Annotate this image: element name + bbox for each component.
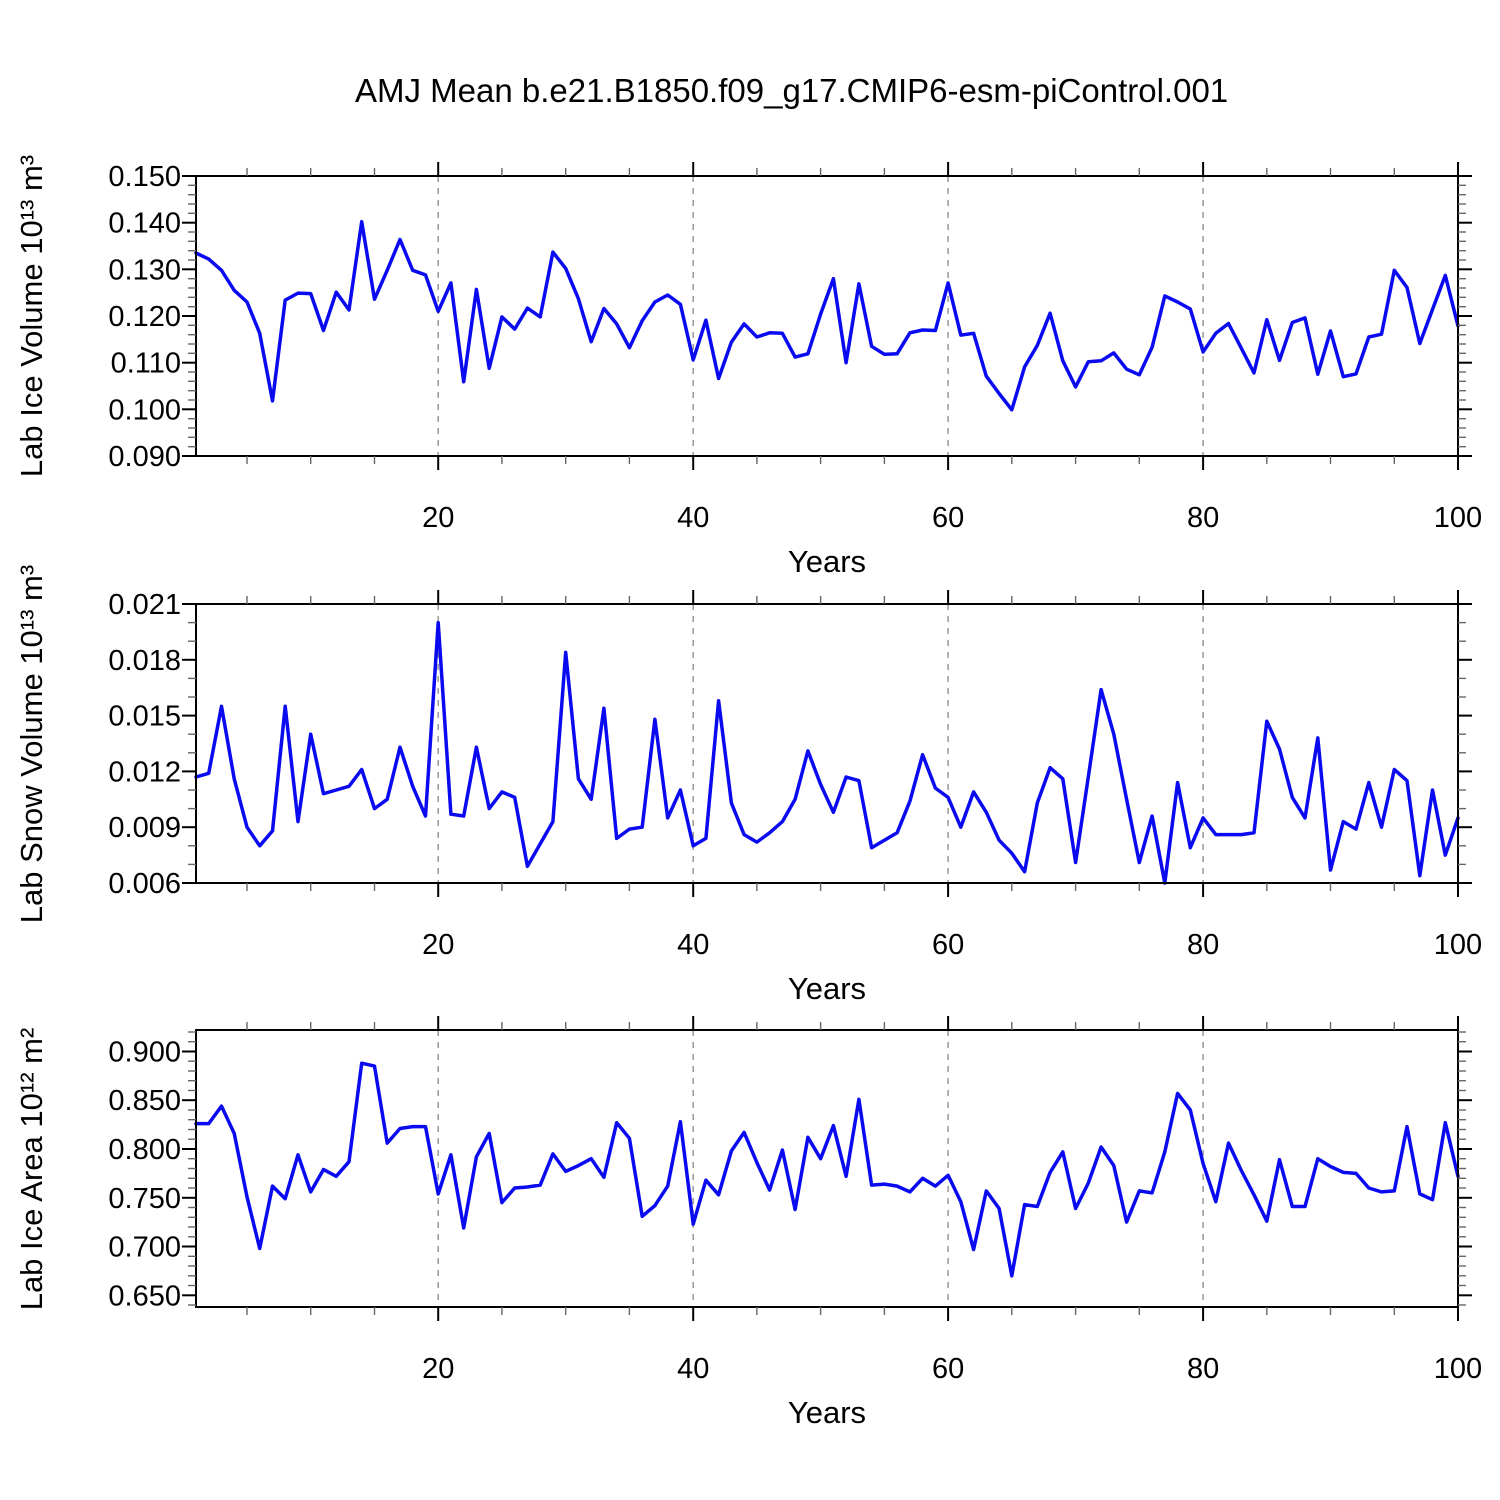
x-axis-label-panel-3: Years: [787, 1395, 867, 1430]
y-tick-label-0.120: 0.120: [108, 301, 181, 333]
plot-box: [195, 1029, 1459, 1308]
x-tick-label-20: 20: [422, 929, 454, 961]
series-line-lab-snow-volume: [194, 620, 1460, 885]
y-tick-label-0.700: 0.700: [108, 1232, 181, 1264]
x-tick-label-100: 100: [1434, 502, 1482, 534]
x-tick-label-80: 80: [1187, 929, 1219, 961]
y-axis-label-ice-area: Lab Ice Area 10¹² m²: [14, 1027, 49, 1311]
y-tick-label-0.015: 0.015: [108, 701, 181, 733]
panel-lab-snow-volume: 20 40 60 80 100 0.006 0.009 0.012 0.015 0.018 0.02…: [108, 589, 1482, 961]
y-tick-label-0.012: 0.012: [108, 756, 181, 788]
y-tick-label-0.130: 0.130: [108, 254, 181, 286]
x-tick-label-40: 40: [677, 502, 709, 534]
x-tick-label-40: 40: [677, 929, 709, 961]
y-tick-label-0.110: 0.110: [111, 348, 181, 380]
x-tick-label-100: 100: [1434, 1353, 1482, 1385]
x-tick-label-20: 20: [422, 502, 454, 534]
y-axis-label-ice-volume: Lab Ice Volume 10¹³ m³: [14, 154, 49, 478]
y-axis-label-snow-volume: Lab Snow Volume 10¹³ m³: [14, 564, 49, 924]
y-tick-label-0.090: 0.090: [108, 441, 181, 473]
y-tick-label-0.650: 0.650: [108, 1280, 181, 1312]
series-line-lab-ice-area: [194, 1061, 1460, 1278]
x-tick-label-60: 60: [932, 502, 964, 534]
page-title: AMJ Mean b.e21.B1850.f09_g17.CMIP6-esm-p…: [355, 72, 1229, 109]
x-tick-label-60: 60: [932, 929, 964, 961]
plot-box: [195, 175, 1459, 457]
y-tick-label-0.018: 0.018: [108, 645, 181, 677]
y-tick-label-0.021: 0.021: [108, 589, 181, 621]
y-tick-label-0.100: 0.100: [108, 394, 181, 426]
y-tick-label-0.140: 0.140: [108, 208, 181, 240]
x-tick-label-100: 100: [1434, 929, 1482, 961]
x-tick-label-20: 20: [422, 1353, 454, 1385]
y-tick-label-0.800: 0.800: [108, 1134, 181, 1166]
y-tick-label-0.150: 0.150: [108, 161, 181, 193]
y-tick-label-0.850: 0.850: [108, 1085, 181, 1117]
x-tick-label-60: 60: [932, 1353, 964, 1385]
x-tick-label-80: 80: [1187, 502, 1219, 534]
x-axis-label-panel-1: Years: [787, 544, 867, 579]
y-tick-label-0.900: 0.900: [108, 1037, 181, 1069]
x-tick-label-80: 80: [1187, 1353, 1219, 1385]
y-tick-label-0.750: 0.750: [108, 1183, 181, 1215]
x-axis-label-panel-2: Years: [787, 971, 867, 1006]
x-tick-label-40: 40: [677, 1353, 709, 1385]
panel-lab-ice-volume: 20 40 60 80 100 0.090 0.100 0.110 0.120 0.130 0.14…: [108, 161, 1482, 534]
y-tick-label-0.006: 0.006: [108, 868, 181, 900]
panel-lab-ice-area: 20 40 60 80 100 0.650 0.700 0.750 0.800 0.850 0.90…: [108, 1016, 1482, 1385]
y-tick-label-0.009: 0.009: [108, 812, 181, 844]
plot-box: [195, 603, 1459, 884]
series-line-lab-ice-volume: [194, 219, 1460, 412]
